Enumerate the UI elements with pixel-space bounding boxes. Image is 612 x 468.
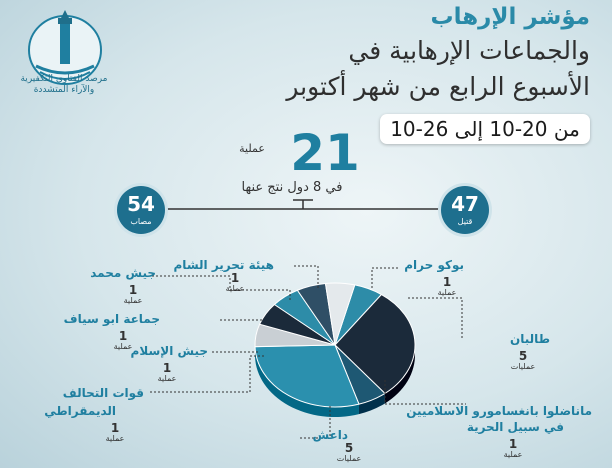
killed-label: قتيل: [457, 217, 473, 226]
operations-count: 21: [290, 124, 360, 182]
date-range-badge: من 20-10 إلى 26-10: [380, 114, 590, 144]
injured-label: مصاب: [130, 217, 152, 226]
page-subtitle-line1: والجماعات الإرهابية في: [348, 36, 590, 65]
unit-hts: عملية: [225, 284, 245, 293]
unit-adf: عملية: [105, 434, 125, 443]
pie-slice-8: [324, 282, 356, 346]
unit-jaish-mohammed: عملية: [123, 296, 143, 305]
operations-label: عملية: [239, 142, 265, 155]
value-boko-haram: 1: [442, 275, 452, 289]
value-adf: 1: [110, 421, 120, 435]
unit-jaish-islam: عملية: [157, 374, 177, 383]
unit-abu-sayyaf: عملية: [113, 342, 133, 351]
value-jaish-mohammed: 1: [128, 283, 138, 297]
label-hts: هيئة تحرير الشام: [173, 258, 274, 272]
unit-milf: عملية: [503, 450, 523, 459]
killed-count: 47: [451, 192, 479, 216]
label-milf-line2: في سبيل الحرية: [466, 420, 564, 434]
value-jaish-islam: 1: [162, 361, 172, 375]
injured-circle: 54 مصاب: [117, 186, 165, 234]
value-isis: 5: [344, 441, 354, 455]
value-hts: 1: [230, 271, 240, 285]
label-adf-line2: الديمقراطي: [44, 404, 116, 418]
pie-slice-side-3: [255, 346, 359, 417]
page-title: مؤشر الإرهاب: [430, 4, 590, 30]
unit-taliban: عمليات: [510, 362, 536, 371]
unit-boko-haram: عملية: [437, 288, 457, 297]
pie-slice-3: [254, 344, 360, 408]
observatory-logo: [28, 10, 102, 85]
label-milf-line1: ماناضلوا بانغسامورو الاسلاميين: [406, 404, 592, 418]
label-boko-haram: بوكو حرام: [404, 258, 464, 272]
killed-circle: 47 قتيل: [441, 186, 489, 234]
value-abu-sayyaf: 1: [118, 329, 128, 343]
label-taliban: طالبان: [510, 332, 550, 346]
label-jaish-mohammed: جيش محمد: [90, 266, 156, 280]
operations-subtext: في 8 دول نتج عنها: [241, 180, 343, 195]
value-milf: 1: [508, 437, 518, 451]
label-abu-sayyaf: جماعة ابو سياف: [63, 312, 160, 326]
injured-count: 54: [127, 192, 155, 216]
pie-slice-1: [334, 293, 416, 395]
page-subtitle-line2: الأسبوع الرابع من شهر أكتوبر: [286, 72, 590, 101]
label-jaish-islam: جيش الإسلام: [130, 344, 208, 358]
label-adf-line1: قوات التحالف: [62, 386, 144, 400]
pie-slice-side-2: [358, 393, 385, 415]
label-isis: داعش: [312, 428, 348, 442]
logo-org-name: مرصد الفتاوى التكفيرية والآراء المتشددة: [20, 74, 108, 95]
value-taliban: 5: [518, 349, 528, 363]
unit-isis: عمليات: [336, 454, 362, 463]
